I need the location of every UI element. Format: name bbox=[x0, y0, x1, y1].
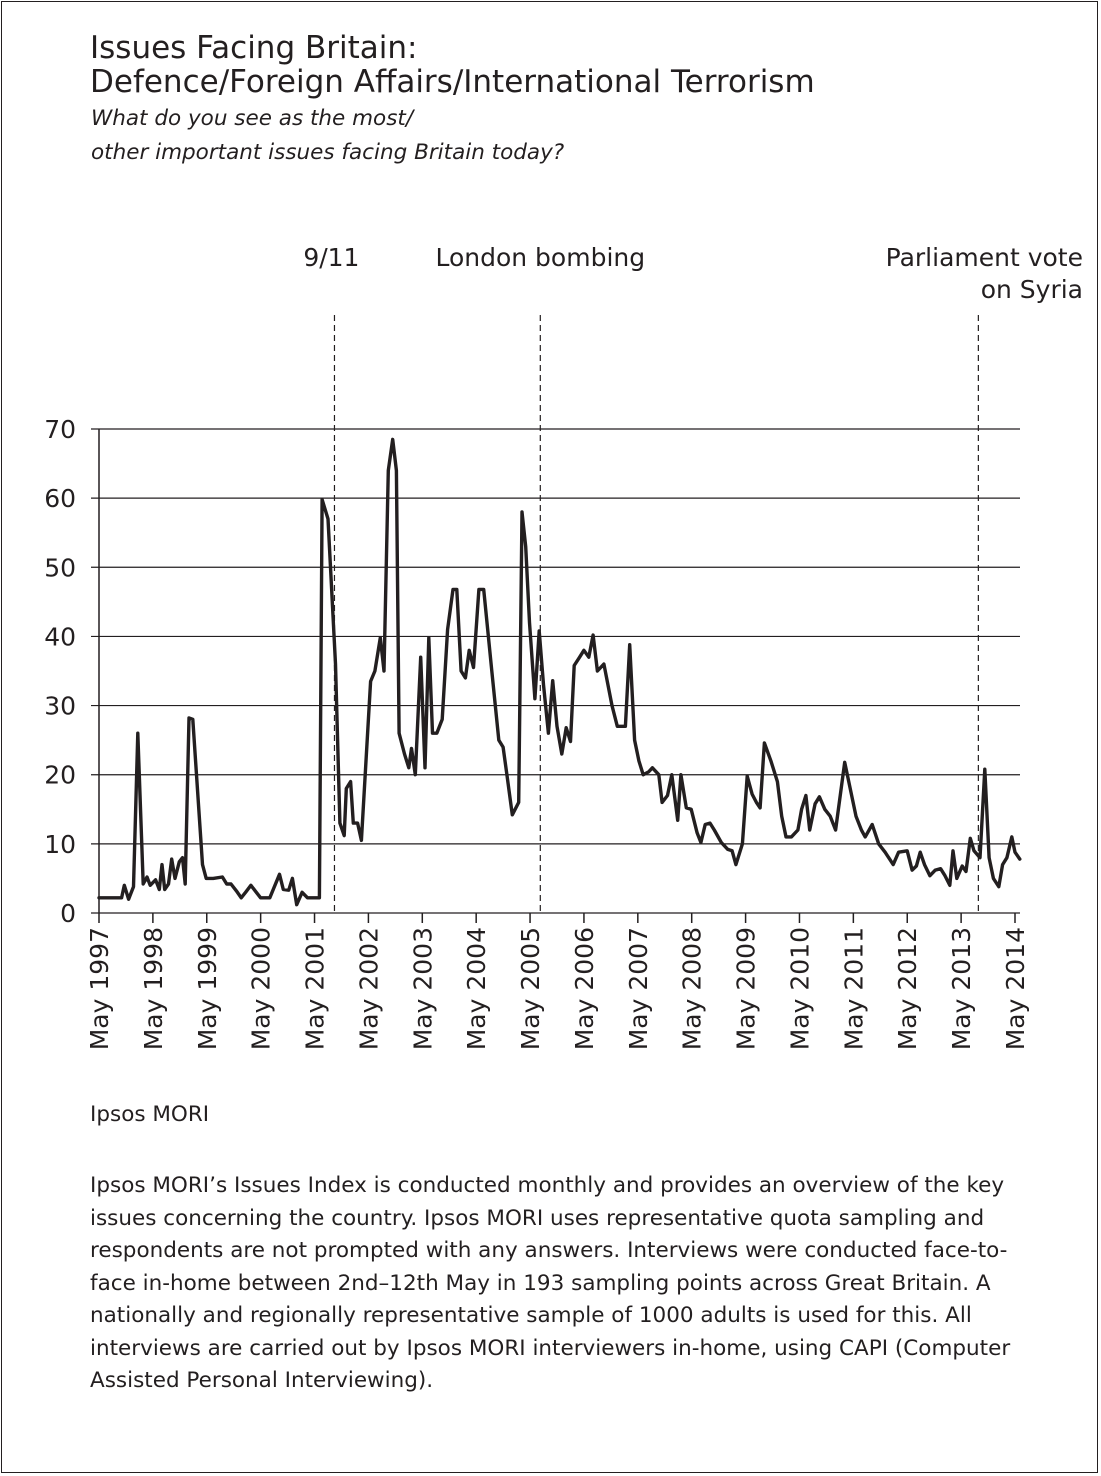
line-chart: 0 10 20 30 40 50 60 70 May 1997 May 1998 May 1999 M… bbox=[44, 243, 1083, 1050]
y-tick-label: 70 bbox=[44, 415, 76, 444]
x-tick-label: May 2006 bbox=[570, 927, 599, 1050]
x-tick-label: May 2000 bbox=[247, 927, 276, 1050]
chart-subtitle-line-1: What do you see as the most/ bbox=[91, 106, 414, 131]
y-tick-label: 0 bbox=[60, 899, 76, 928]
event-label: on Syria bbox=[981, 275, 1083, 304]
x-tick-label: May 2012 bbox=[893, 927, 922, 1050]
x-tick-label: May 2002 bbox=[354, 927, 383, 1050]
y-tick-label: 60 bbox=[44, 484, 76, 513]
event-label: Parliament vote bbox=[886, 243, 1083, 272]
methodology-note: Ipsos MORI’s Issues Index is conducted m… bbox=[90, 1173, 1011, 1393]
x-tick-label: May 1997 bbox=[85, 927, 114, 1050]
source-label: Ipsos MORI bbox=[90, 1102, 210, 1127]
x-tick-label: May 2009 bbox=[732, 927, 761, 1050]
x-tick-label: May 2007 bbox=[624, 927, 653, 1050]
x-tick-label: May 2001 bbox=[301, 927, 330, 1050]
x-tick-label: May 1998 bbox=[139, 927, 168, 1050]
y-tick-label: 20 bbox=[44, 761, 76, 790]
x-tick-label: May 2008 bbox=[678, 927, 707, 1050]
x-tick-label: May 2014 bbox=[1001, 927, 1030, 1050]
x-tick-label: May 2013 bbox=[947, 927, 976, 1050]
event-label: 9/11 bbox=[303, 243, 359, 272]
y-tick-label: 40 bbox=[44, 622, 76, 651]
y-tick-label: 30 bbox=[44, 692, 76, 721]
x-tick-label: May 1999 bbox=[193, 927, 222, 1050]
series-line bbox=[97, 437, 1022, 907]
chart-title-line-2: Defence/Foreign Affairs/International Te… bbox=[90, 64, 815, 100]
y-tick-label: 50 bbox=[44, 553, 76, 582]
chart-subtitle-line-2: other important issues facing Britain to… bbox=[91, 140, 565, 165]
x-tick-label: May 2005 bbox=[516, 927, 545, 1050]
x-tick-label: May 2010 bbox=[785, 927, 814, 1050]
x-tick-label: May 2003 bbox=[408, 927, 437, 1050]
y-tick-label: 10 bbox=[44, 830, 76, 859]
event-label: London bombing bbox=[435, 243, 645, 272]
chart-title-line-1: Issues Facing Britain: bbox=[90, 30, 418, 66]
x-tick-label: May 2004 bbox=[462, 927, 491, 1050]
x-tick-label: May 2011 bbox=[839, 927, 868, 1050]
